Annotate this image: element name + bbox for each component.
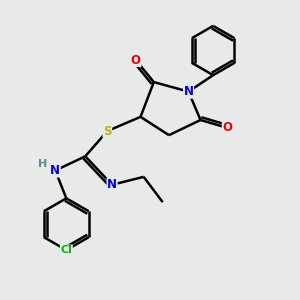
Text: N: N xyxy=(184,85,194,98)
Text: Cl: Cl xyxy=(60,245,72,255)
Text: N: N xyxy=(107,178,117,191)
Text: S: S xyxy=(103,124,112,138)
Text: N: N xyxy=(50,164,60,177)
Text: H: H xyxy=(38,159,47,169)
Text: O: O xyxy=(222,122,233,134)
Text: O: O xyxy=(131,53,141,67)
